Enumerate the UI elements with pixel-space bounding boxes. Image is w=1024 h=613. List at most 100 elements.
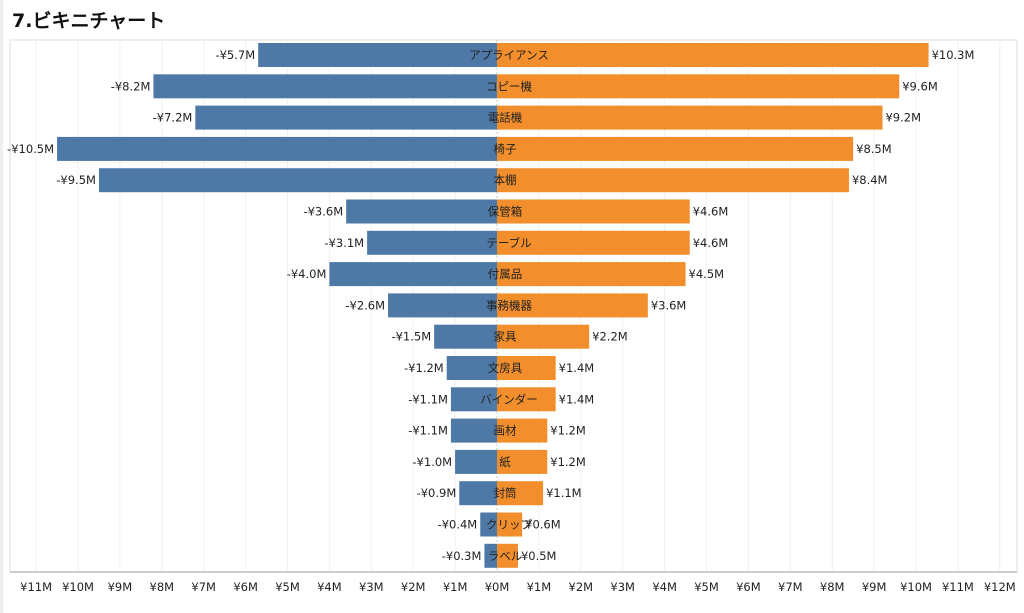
data-label-right: ¥10.3M [932,48,975,62]
x-tick-label: ¥3M [359,580,384,594]
data-label-left: -¥0.9M [417,486,457,500]
bar-right [497,168,849,193]
category-label: ラベル [488,549,523,563]
bar-right [497,387,556,412]
category-label: 文房具 [488,361,523,375]
category-label: 電話機 [488,111,523,125]
x-tick-label: ¥4M [317,580,342,594]
x-tick-label: ¥2M [401,580,426,594]
data-label-left: -¥1.1M [408,392,448,406]
category-label: 画材 [494,424,517,438]
x-tick-label: ¥8M [150,580,175,594]
bar-right [497,418,548,443]
bar-left [195,105,497,130]
bar-left [450,387,497,412]
data-label-right: ¥4.6M [693,205,729,219]
data-label-left: -¥1.2M [404,361,444,375]
data-label-right: ¥0.6M [525,518,561,532]
category-label: 付属品 [488,267,523,281]
bar-right [497,543,518,568]
x-tick-label: ¥10M [900,580,932,594]
bar-right [497,356,556,380]
data-label-left: -¥7.2M [153,111,193,125]
bar-right [497,324,590,349]
bar-left [367,230,497,255]
x-tick-label: ¥11M [20,580,52,594]
bar-right [497,199,690,224]
category-label: 封筒 [494,486,517,500]
x-tick-label: ¥6M [736,580,761,594]
x-tick-label: ¥8M [820,580,845,594]
x-tick-label: ¥4M [652,580,677,594]
bar-left [446,356,497,380]
category-label: 事務機器 [486,298,532,312]
x-tick-label: ¥9M [108,580,133,594]
bar-right [497,230,690,255]
data-label-right: ¥9.6M [902,79,938,93]
data-label-right: ¥9.2M [885,111,921,125]
data-label-left: -¥2.6M [345,298,385,312]
category-label: アプライアンス [469,48,549,62]
bar-left [450,418,497,443]
data-label-left: -¥3.6M [303,205,343,219]
data-label-left: -¥8.2M [111,79,151,93]
x-tick-label: ¥5M [275,580,300,594]
bar-right [497,74,900,99]
data-label-left: -¥5.7M [215,48,255,62]
bar-right [497,481,544,506]
bar-right [497,43,929,67]
bar-left [388,293,497,318]
x-tick-label: ¥10M [62,580,94,594]
x-tick-label: ¥5M [694,580,719,594]
x-tick-label: ¥7M [778,580,803,594]
category-label: クリップ [486,518,532,532]
bar-right [497,512,523,537]
x-tick-label: ¥7M [191,580,216,594]
data-label-left: -¥10.5M [7,142,54,156]
bar-left [455,449,497,474]
bar-left [459,481,497,506]
bar-left [329,262,497,287]
data-label-left: -¥9.5M [56,173,96,187]
bar-right [497,449,548,474]
x-tick-label: ¥6M [233,580,258,594]
category-label: 本棚 [494,173,517,187]
data-label-left: -¥1.5M [391,330,431,344]
bar-right [497,105,883,130]
x-tick-label: ¥2M [569,580,594,594]
x-tick-label: ¥12M [984,580,1016,594]
bar-left [484,543,497,568]
bar-left [57,136,498,161]
bar-left [258,43,497,67]
data-label-right: ¥1.4M [559,392,595,406]
x-tick-label: ¥1M [443,580,468,594]
bar-right [497,293,648,318]
data-label-left: -¥0.3M [442,549,482,563]
data-label-right: ¥2.2M [592,330,628,344]
x-tick-label: ¥1M [527,580,552,594]
data-label-right: ¥4.6M [693,236,729,250]
bar-right [497,262,686,287]
data-label-right: ¥3.6M [651,298,687,312]
bar-left [98,168,497,193]
data-label-right: ¥1.1M [546,486,582,500]
bar-right [497,136,854,161]
data-label-left: -¥1.0M [412,455,452,469]
data-label-right: ¥1.4M [559,361,595,375]
bar-left [480,512,497,537]
category-label: テーブル [486,236,531,250]
x-tick-label: ¥0M [485,580,510,594]
chart-title: 7.ビキニチャート [12,10,166,32]
category-label: バインダー [480,392,538,406]
category-label: 椅子 [494,142,517,156]
bar-left [346,199,497,224]
data-label-right: ¥1.2M [550,455,586,469]
data-label-left: -¥3.1M [324,236,364,250]
category-label: 家具 [494,330,517,344]
data-label-left: -¥0.4M [438,518,478,532]
category-label: 紙 [499,455,511,469]
data-label-right: ¥8.4M [852,173,888,187]
x-tick-label: ¥11M [942,580,974,594]
category-label: 保管箱 [488,205,523,219]
